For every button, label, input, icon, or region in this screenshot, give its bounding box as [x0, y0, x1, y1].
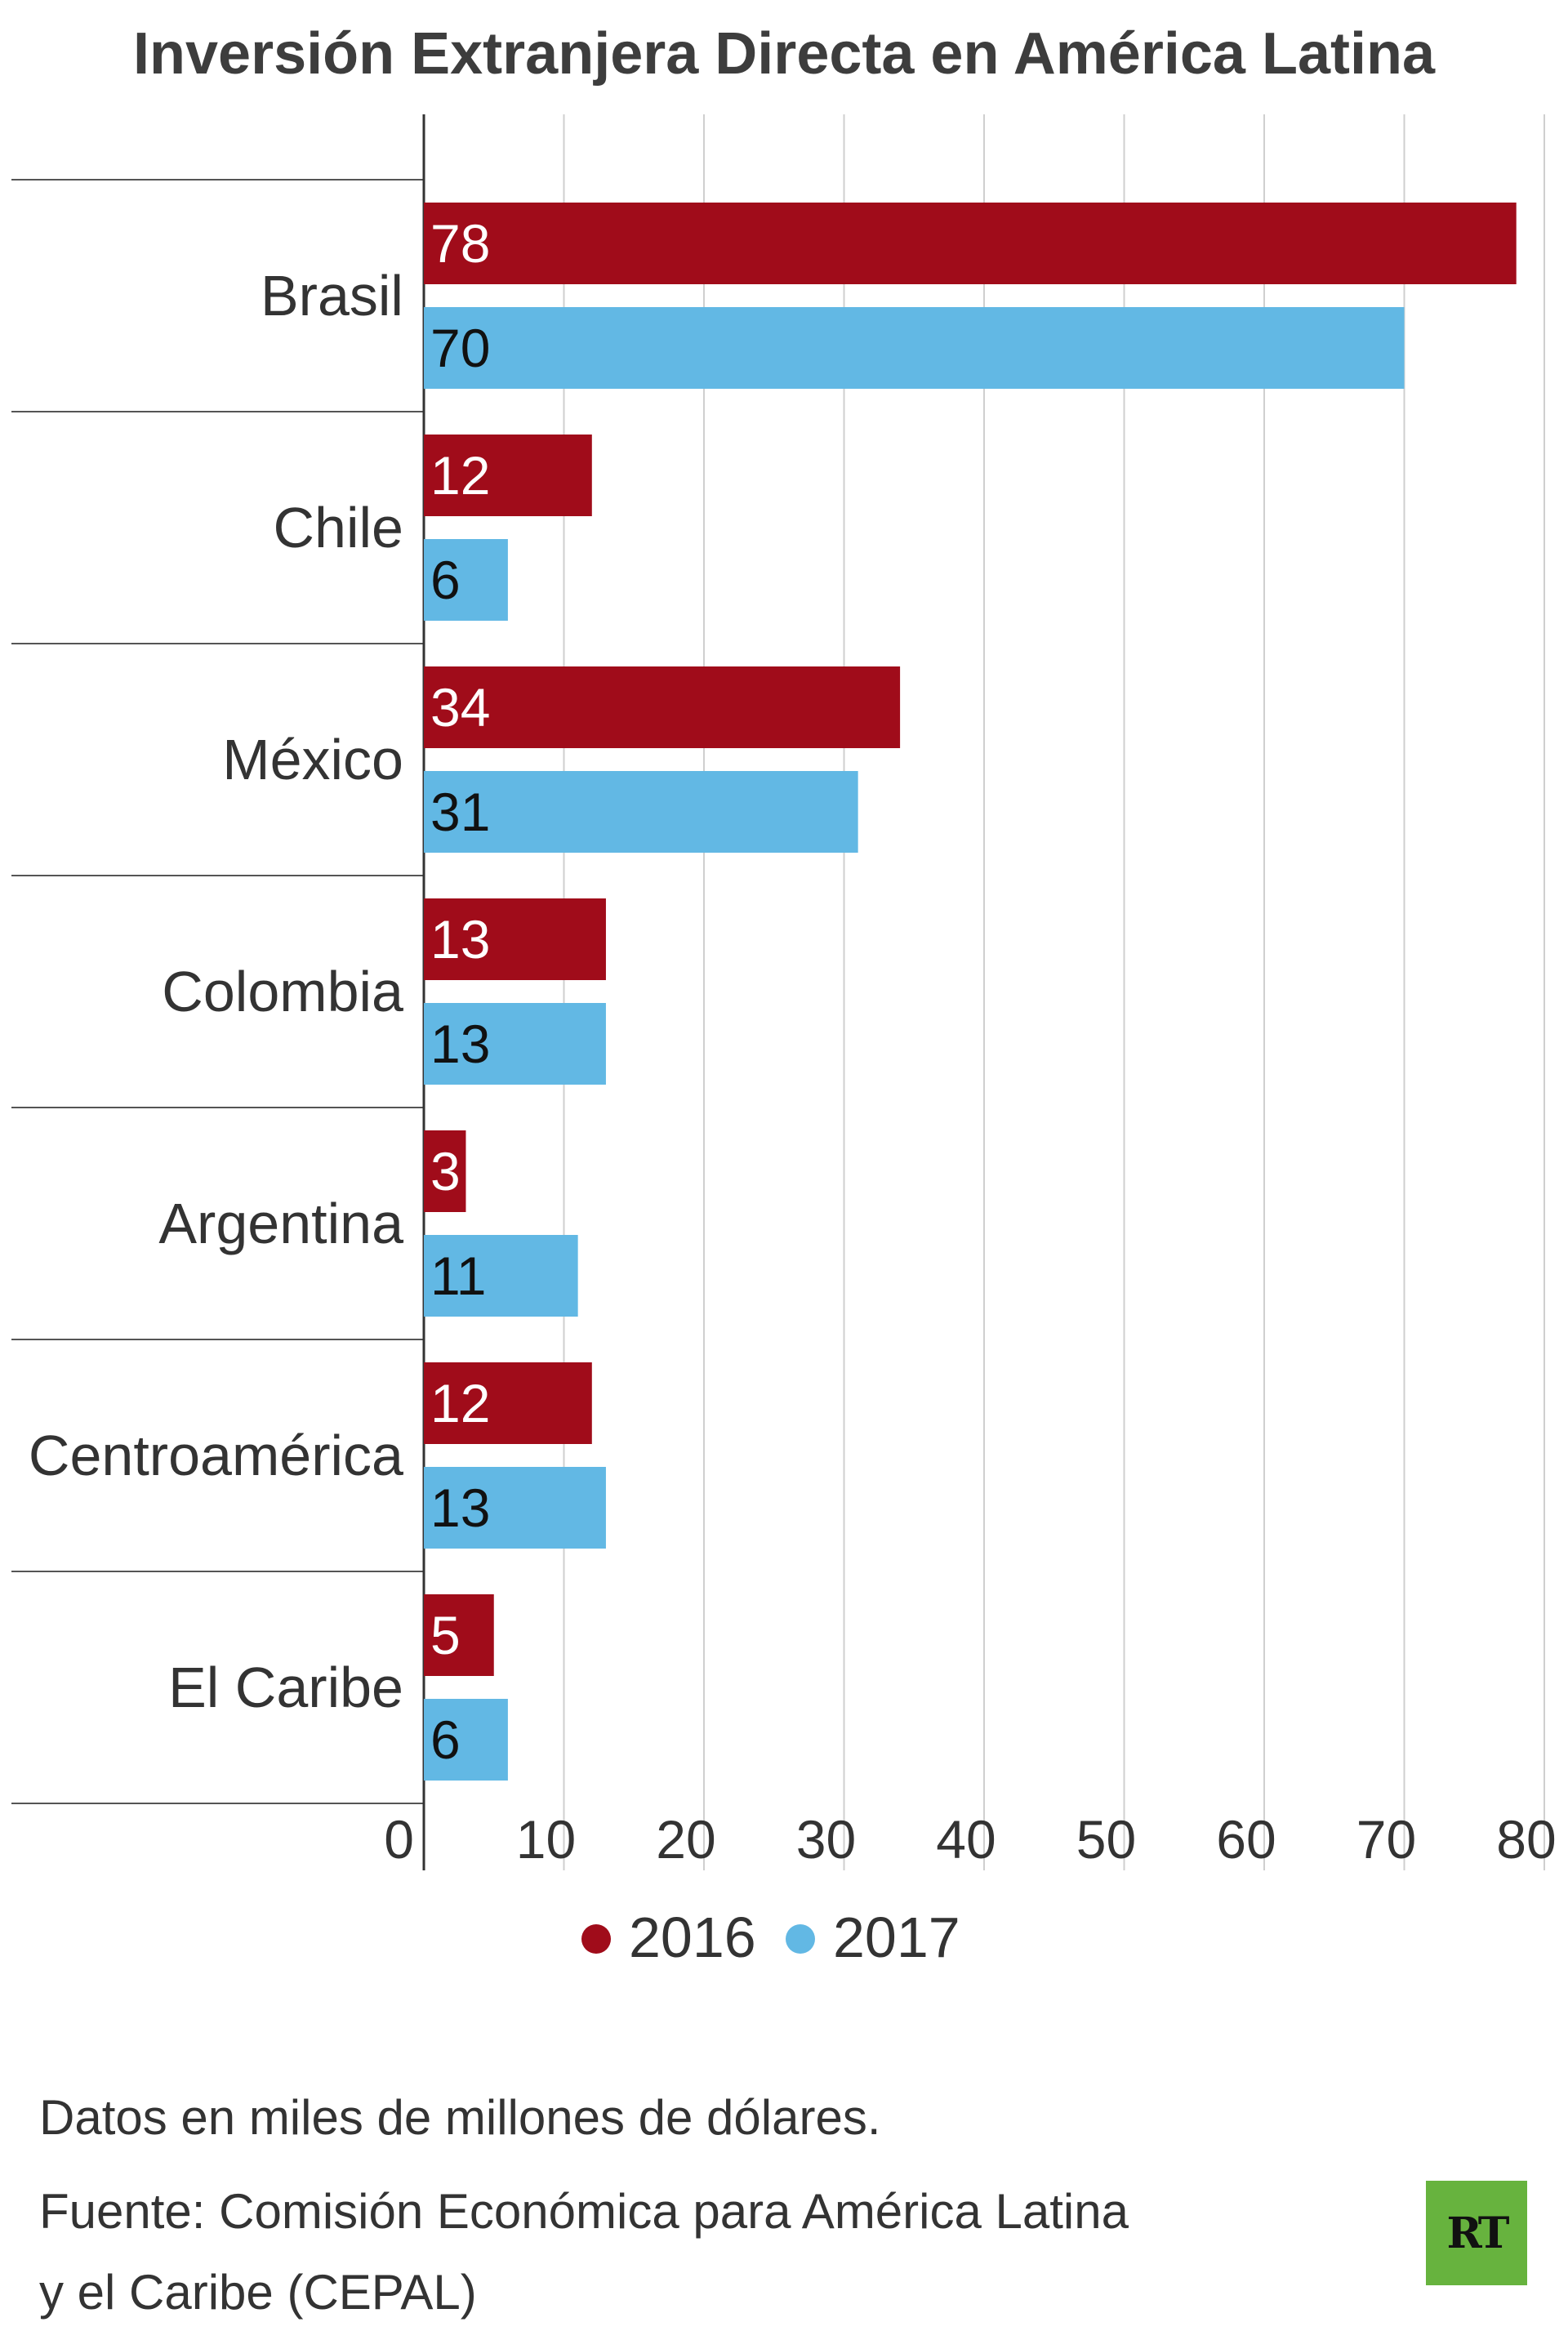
- x-axis-ticks: 0 10 20 30 40 50 60 70 80: [384, 1809, 1556, 1870]
- data-label-2016-brasil: 78: [430, 213, 490, 274]
- bar-2017-argentina: [424, 1235, 578, 1317]
- source-note-line-2: y el Caribe (CEPAL): [39, 2265, 477, 2320]
- gridlines: [11, 114, 1545, 1870]
- category-label-colombia: Colombia: [162, 960, 403, 1023]
- x-tick-label-30: 30: [796, 1809, 856, 1870]
- bar-2016-chile: [424, 435, 592, 516]
- data-label-2017-el caribe: 6: [430, 1709, 461, 1770]
- data-label-2017-méxico: 31: [430, 782, 490, 842]
- bar-2016-el caribe: [424, 1594, 494, 1676]
- source-note-line-1: Fuente: Comisión Económica para América …: [39, 2184, 1129, 2239]
- bar-2017-centroamérica: [424, 1467, 606, 1549]
- bar-2017-brasil: [424, 307, 1405, 389]
- bar-2016-colombia: [424, 898, 606, 980]
- x-tick-label-40: 40: [936, 1809, 996, 1870]
- chart-title: Inversión Extranjera Directa en América …: [133, 21, 1436, 87]
- bar-2017-colombia: [424, 1003, 606, 1085]
- legend-marker-2017: [786, 1924, 815, 1954]
- x-tick-label-50: 50: [1076, 1809, 1136, 1870]
- rt-logo: RT: [1426, 2181, 1527, 2285]
- legend-label-2017: 2017: [833, 1905, 960, 1969]
- units-note: Datos en miles de millones de dólares.: [39, 2090, 881, 2145]
- x-tick-label-70: 70: [1356, 1809, 1416, 1870]
- category-label-chile: Chile: [273, 496, 403, 559]
- x-tick-label-10: 10: [516, 1809, 576, 1870]
- rt-logo-text: RT: [1446, 2208, 1510, 2258]
- x-tick-label-60: 60: [1216, 1809, 1276, 1870]
- data-label-2016-colombia: 13: [430, 909, 490, 969]
- data-label-2017-brasil: 70: [430, 318, 490, 378]
- category-label-argentina: Argentina: [158, 1192, 403, 1255]
- bar-2017-el caribe: [424, 1699, 508, 1781]
- bar-2017-méxico: [424, 771, 858, 853]
- category-label-centroamérica: Centroamérica: [29, 1424, 403, 1487]
- legend: 2016 2017: [581, 1905, 960, 1969]
- data-label-2016-chile: 12: [430, 445, 490, 506]
- data-label-2017-colombia: 13: [430, 1014, 490, 1074]
- data-label-2017-chile: 6: [430, 550, 461, 610]
- x-tick-label-20: 20: [656, 1809, 715, 1870]
- legend-label-2016: 2016: [629, 1905, 756, 1969]
- category-label-el caribe: El Caribe: [168, 1656, 403, 1719]
- data-label-2016-méxico: 34: [430, 677, 490, 738]
- bar-2016-méxico: [424, 666, 901, 748]
- bar-2016-argentina: [424, 1130, 466, 1212]
- data-label-2016-el caribe: 5: [430, 1605, 461, 1665]
- bar-2017-chile: [424, 539, 508, 621]
- bars: 78 70 12 6 34 31 13 13 3 11 12 13 5 6: [424, 203, 1517, 1781]
- bar-2016-centroamérica: [424, 1362, 592, 1444]
- data-label-2017-centroamérica: 13: [430, 1478, 490, 1538]
- data-label-2016-centroamérica: 12: [430, 1373, 490, 1433]
- bar-2016-brasil: [424, 203, 1517, 284]
- category-labels: Brasil Chile México Colombia Argentina Centro…: [29, 264, 403, 1719]
- legend-marker-2016: [581, 1924, 611, 1954]
- x-tick-label-80: 80: [1496, 1809, 1556, 1870]
- category-label-méxico: México: [222, 728, 403, 791]
- data-label-2017-argentina: 11: [430, 1246, 487, 1306]
- data-label-2016-argentina: 3: [430, 1141, 461, 1201]
- x-tick-label-0: 0: [384, 1809, 414, 1870]
- category-label-brasil: Brasil: [261, 264, 403, 328]
